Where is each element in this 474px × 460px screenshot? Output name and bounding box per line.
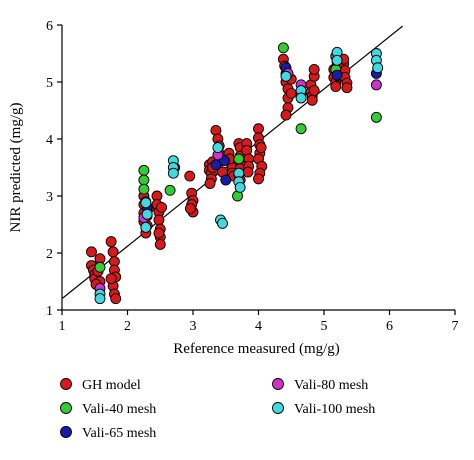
x-tick-label: 6 bbox=[386, 319, 393, 334]
legend-marker bbox=[60, 426, 72, 438]
x-tick-label: 2 bbox=[124, 319, 131, 334]
legend-label: Vali-40 mesh bbox=[82, 402, 156, 417]
legend-label: GH model bbox=[82, 378, 141, 393]
legend-marker bbox=[272, 402, 284, 414]
y-tick-label: 1 bbox=[46, 304, 53, 319]
data-point bbox=[330, 81, 342, 93]
x-axis-title: Reference measured (mg/g) bbox=[173, 341, 340, 357]
x-tick-label: 4 bbox=[255, 319, 262, 334]
legend-label: Vali-80 mesh bbox=[294, 378, 368, 393]
legend-item: Vali-40 mesh bbox=[60, 402, 156, 417]
data-point bbox=[156, 201, 168, 213]
data-point bbox=[140, 197, 152, 209]
data-point bbox=[253, 123, 264, 135]
data-point bbox=[110, 293, 122, 305]
data-point bbox=[280, 70, 292, 82]
data-point bbox=[280, 109, 292, 121]
axes: 1 2 3 4 5 6 7 1 2 3 4 5 6 Reference measured (mg/g) NI… bbox=[8, 19, 459, 357]
data-point bbox=[86, 246, 97, 258]
series-gh-model bbox=[86, 53, 353, 305]
data-point bbox=[220, 174, 232, 186]
series-vali-40-mesh bbox=[94, 42, 382, 273]
y-tick-label: 5 bbox=[46, 76, 53, 91]
y-tick-label: 4 bbox=[46, 133, 53, 148]
data-point bbox=[138, 174, 150, 186]
data-point bbox=[277, 42, 289, 54]
data-point bbox=[370, 79, 382, 91]
data-point bbox=[153, 214, 165, 226]
data-point bbox=[242, 166, 254, 178]
data-point bbox=[140, 221, 152, 233]
data-point bbox=[153, 227, 165, 239]
data-point bbox=[164, 184, 176, 196]
series-vali-100-mesh bbox=[94, 46, 384, 305]
data-point bbox=[167, 167, 179, 179]
data-point bbox=[295, 92, 307, 104]
x-tick-label: 1 bbox=[59, 319, 66, 334]
y-tick-label: 6 bbox=[46, 19, 53, 34]
data-point bbox=[212, 142, 224, 154]
legend-item: Vali-80 mesh bbox=[272, 378, 368, 393]
legend-label: Vali-100 mesh bbox=[294, 402, 375, 417]
data-point bbox=[370, 111, 382, 123]
legend: GH model Vali-40 mesh Vali-65 mesh Vali-80 … bbox=[60, 378, 375, 441]
data-point bbox=[295, 123, 307, 135]
data-point bbox=[331, 69, 343, 81]
legend-marker bbox=[60, 378, 72, 390]
data-point bbox=[372, 62, 384, 74]
data-point bbox=[285, 87, 297, 99]
data-point bbox=[138, 164, 150, 176]
x-tick-label: 5 bbox=[321, 319, 328, 334]
legend-item: GH model bbox=[60, 378, 141, 393]
data-point bbox=[253, 173, 264, 185]
legend-label: Vali-65 mesh bbox=[82, 426, 156, 441]
legend-item: Vali-65 mesh bbox=[60, 426, 156, 441]
y-axis-title: NIR predicted (mg/g) bbox=[8, 103, 24, 233]
data-points bbox=[86, 42, 384, 305]
legend-marker bbox=[60, 402, 72, 414]
legend-item: Vali-100 mesh bbox=[272, 402, 375, 417]
data-point bbox=[141, 208, 153, 220]
data-point bbox=[308, 64, 320, 75]
data-point bbox=[234, 181, 246, 193]
data-point bbox=[105, 236, 117, 248]
data-point bbox=[331, 54, 343, 66]
data-point bbox=[94, 293, 106, 305]
y-tick-label: 3 bbox=[46, 190, 53, 205]
data-point bbox=[107, 246, 119, 258]
data-point bbox=[154, 238, 166, 250]
data-point bbox=[184, 170, 196, 182]
data-point bbox=[204, 178, 216, 189]
data-point bbox=[255, 142, 267, 154]
data-point bbox=[308, 85, 320, 97]
legend-marker bbox=[272, 378, 284, 390]
data-point bbox=[105, 273, 117, 285]
x-tick-label: 3 bbox=[190, 319, 197, 334]
data-point bbox=[217, 217, 228, 229]
data-point bbox=[341, 82, 353, 94]
x-tick-label: 7 bbox=[452, 319, 459, 334]
data-point bbox=[306, 94, 318, 106]
data-point bbox=[138, 183, 150, 195]
data-point bbox=[184, 203, 196, 214]
data-point bbox=[94, 261, 106, 273]
data-point bbox=[233, 153, 245, 165]
y-tick-label: 2 bbox=[46, 247, 53, 262]
